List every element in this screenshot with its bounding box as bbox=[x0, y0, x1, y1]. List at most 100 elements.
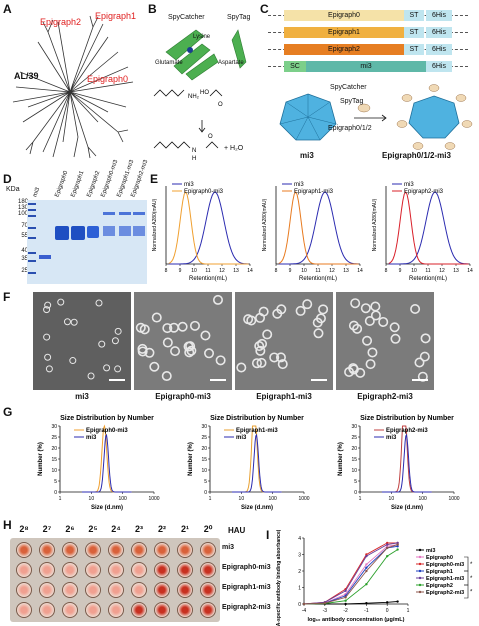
elisa-y-label: HA-specific antibody binding absorbance(… bbox=[276, 530, 282, 626]
sec-plot: 8 9 10 11 12 13 14 Retention(mL) Normalized A280… bbox=[152, 182, 253, 282]
elisa-point bbox=[386, 543, 389, 546]
hau-well bbox=[200, 602, 216, 618]
dls-legend-a: Epigraph0-mi3 bbox=[86, 428, 128, 434]
sec-legend-b: Epigraph2-mi3 bbox=[404, 189, 444, 195]
sec-series-mi3 bbox=[388, 191, 469, 265]
hau-well bbox=[16, 562, 32, 578]
gel-lane-label: Epigraph2 bbox=[86, 170, 102, 198]
elisa-point bbox=[344, 602, 347, 606]
sec-x-tick-label: 9 bbox=[399, 268, 402, 274]
sec-x-tick-label: 12 bbox=[329, 268, 335, 274]
construct-body: Epigraph1 bbox=[284, 27, 404, 38]
gel-lane-label: Epigraph1 bbox=[70, 170, 86, 198]
tree-label-epigraph2: Epigraph2 bbox=[40, 17, 82, 27]
hau-well bbox=[177, 542, 193, 558]
hau-row-labels: mi3 Epigraph0-mi3 Epigraph1-mi3 Epigraph2-m… bbox=[222, 538, 271, 622]
dls-x-tick-label: 10 bbox=[389, 496, 395, 502]
sec-plot: 8 9 10 11 12 13 14 Retention(mL) Normalized A280… bbox=[372, 182, 473, 282]
construct-tag-sc: SC bbox=[284, 61, 306, 72]
sec-x-tick-label: 10 bbox=[301, 268, 307, 274]
gel-lane-labels: mi3 Epigraph0 Epigraph1 Epigraph2 Epigraph0-… bbox=[32, 159, 150, 198]
em-label: mi3 bbox=[75, 392, 89, 401]
sec-x-tick-label: 13 bbox=[343, 268, 349, 274]
em-micrograph bbox=[235, 292, 333, 390]
dls-x-tick-label: 1 bbox=[359, 496, 362, 502]
elisa-legend-label: Epigraph1-mi3 bbox=[426, 576, 464, 582]
hau-well bbox=[39, 542, 55, 558]
elisa-point bbox=[365, 583, 368, 586]
elisa-y-tick-label: 3 bbox=[298, 553, 301, 559]
phylogenetic-tree bbox=[12, 15, 134, 159]
dls-y-tick-label: 5 bbox=[204, 479, 207, 485]
construct-tag-6his: 6His bbox=[426, 10, 452, 21]
hau-well bbox=[85, 602, 101, 618]
em-label: Epigraph2-mi3 bbox=[357, 392, 413, 401]
svg-text:HO: HO bbox=[200, 90, 209, 96]
dls-x-tick-label: 100 bbox=[118, 496, 127, 502]
elisa-point bbox=[365, 566, 368, 569]
construct-tag-6his: 6His bbox=[426, 44, 452, 55]
hau-well bbox=[16, 602, 32, 618]
reaction-scheme: NH₂ HO O N H O bbox=[153, 89, 223, 162]
assembly-left-label: mi3 bbox=[300, 151, 314, 160]
dls-y-tick-label: 30 bbox=[51, 424, 57, 430]
elisa-y-tick-label: 1 bbox=[298, 586, 301, 592]
sec-y-label: Normalized A280(mAU) bbox=[262, 198, 268, 251]
dls-legend-b: mi3 bbox=[386, 435, 397, 441]
sec-series-conjugate bbox=[278, 191, 359, 265]
gel-marker-label: 55 bbox=[21, 233, 28, 239]
dls-x-tick-label: 100 bbox=[268, 496, 277, 502]
assembly-spytag: SpyTag bbox=[340, 98, 364, 105]
hau-well bbox=[85, 542, 101, 558]
hau-column-label: 2⁴ bbox=[111, 524, 121, 534]
hau-well bbox=[177, 562, 193, 578]
hau-column-label: 2⁸ bbox=[19, 524, 29, 534]
dls-y-tick-label: 5 bbox=[354, 479, 357, 485]
dls-x-tick-label: 1000 bbox=[448, 496, 459, 502]
elisa-y-tick-label: 2 bbox=[298, 569, 301, 575]
gel-lane-label: mi3 bbox=[32, 186, 42, 198]
gel-marker-label: 70 bbox=[21, 223, 28, 229]
dls-y-tick-label: 0 bbox=[204, 490, 207, 496]
elisa-point bbox=[344, 589, 347, 592]
elisa-legend-label: Epigraph2-mi3 bbox=[426, 590, 464, 596]
sec-x-tick-label: 9 bbox=[289, 268, 292, 274]
sec-legend-a: mi3 bbox=[294, 182, 304, 188]
dls-y-tick-label: 25 bbox=[51, 435, 57, 441]
dls-series-mi3 bbox=[231, 433, 282, 493]
dls-legend-b: mi3 bbox=[86, 435, 97, 441]
sec-legend-b: Epigraph0-mi3 bbox=[184, 189, 224, 195]
em-label: Epigraph0-mi3 bbox=[155, 392, 211, 401]
hau-well bbox=[131, 542, 147, 558]
sec-x-tick-label: 8 bbox=[275, 268, 278, 274]
panel-label-c: C bbox=[260, 2, 269, 16]
glutamate-label: Glutamate bbox=[155, 60, 183, 66]
hau-well bbox=[62, 582, 78, 598]
panel-label-i: I bbox=[266, 528, 270, 542]
hau-well bbox=[108, 562, 124, 578]
hau-well bbox=[177, 582, 193, 598]
sec-legend-a: mi3 bbox=[184, 182, 194, 188]
gel-marker-label: 35 bbox=[21, 256, 28, 262]
construct-body: mi3 bbox=[306, 61, 426, 72]
elisa-legend-label: Epigraph0 bbox=[426, 555, 453, 561]
dls-y-tick-label: 10 bbox=[351, 468, 357, 474]
hau-well bbox=[62, 542, 78, 558]
hau-column-label: 2⁷ bbox=[42, 524, 52, 534]
elisa-y-tick-label: 0 bbox=[298, 602, 301, 608]
svg-text:N: N bbox=[192, 148, 196, 154]
elisa-point bbox=[365, 554, 368, 558]
gel-marker-labels: 180 130 100 70 55 40 35 25 bbox=[6, 196, 28, 282]
elisa-sig-bracket bbox=[464, 584, 469, 599]
sec-x-tick-label: 10 bbox=[411, 268, 417, 274]
elisa-legend-marker bbox=[418, 555, 422, 559]
em-micrograph bbox=[134, 292, 232, 390]
construct-tag-st: ST bbox=[404, 44, 424, 55]
sec-x-tick-label: 11 bbox=[425, 268, 430, 274]
dls-y-tick-label: 25 bbox=[201, 435, 207, 441]
sec-x-label: Retention(mL) bbox=[299, 276, 337, 282]
elisa-legend-marker bbox=[418, 562, 422, 566]
sec-y-label: Normalized A280(mAU) bbox=[152, 198, 158, 251]
sec-x-tick-label: 14 bbox=[357, 268, 363, 274]
spytag-label: SpyTag bbox=[227, 14, 251, 21]
